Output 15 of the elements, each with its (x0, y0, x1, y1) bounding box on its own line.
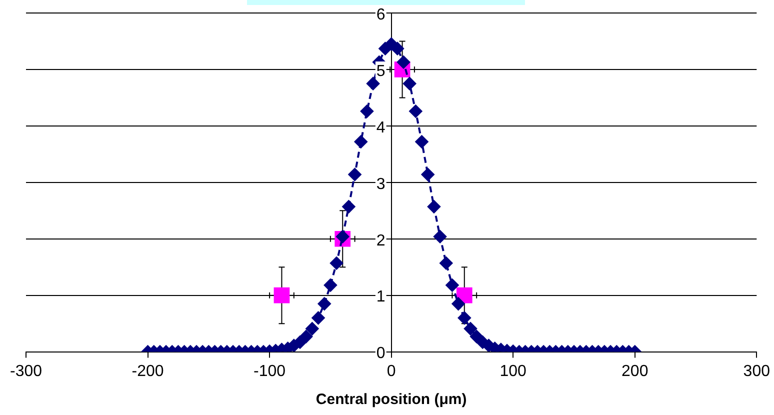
y-tick-label: 3 (376, 176, 386, 193)
x-axis-title: Central position (μm) (316, 391, 467, 408)
x-tick-label: 300 (743, 362, 770, 380)
y-tick-label: 5 (376, 62, 386, 80)
y-tick-label: 0 (376, 345, 386, 362)
x-tick-label: 100 (500, 362, 527, 380)
x-tick-label: -300 (10, 362, 42, 380)
x-tick-label: 200 (622, 362, 648, 380)
y-tick-label: 6 (376, 6, 386, 24)
x-tick-label: -100 (254, 362, 286, 380)
y-tick-label: 4 (376, 119, 386, 136)
y-tick-label: 1 (376, 288, 386, 306)
x-tick-label: -200 (132, 362, 164, 380)
y-tick-label: 2 (376, 232, 386, 250)
point (274, 287, 290, 304)
